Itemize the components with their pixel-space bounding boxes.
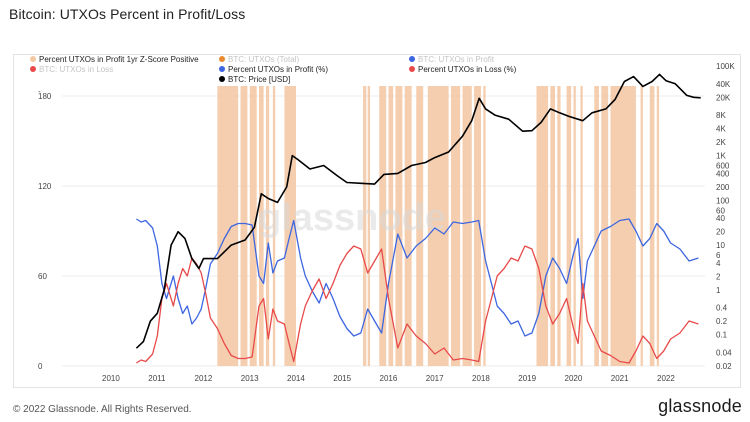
profit-percent-line — [136, 218, 699, 337]
legend-more-indicator: - — [38, 87, 41, 96]
page-title: Bitcoin: UTXOs Percent in Profit/Loss — [9, 6, 246, 22]
right-axis-tick-label: 600 — [716, 162, 730, 171]
right-axis-tick-label: 0.02 — [716, 362, 732, 371]
legend-label: BTC: UTXOs (Total) — [228, 55, 299, 64]
zscore-band — [566, 86, 572, 366]
right-axis-tick-label: 1K — [716, 152, 726, 161]
zscore-band — [474, 86, 481, 366]
zscore-band — [363, 86, 367, 366]
x-axis-tick-label: 2014 — [287, 374, 305, 383]
right-axis-tick-label: 2 — [716, 272, 721, 281]
zscore-band — [580, 86, 583, 366]
right-axis-tick-label: 100K — [716, 62, 735, 71]
right-axis-tick-label: 0.04 — [716, 349, 732, 358]
x-axis-tick-label: 2017 — [426, 374, 444, 383]
x-axis-tick-label: 2012 — [195, 374, 213, 383]
legend-swatch — [30, 56, 36, 62]
x-axis-tick-label: 2019 — [518, 374, 536, 383]
left-axis-tick-label: 120 — [38, 182, 52, 191]
right-axis-tick-label: 4 — [716, 259, 721, 268]
zscore-band — [284, 86, 296, 366]
zscore-band — [483, 86, 486, 366]
zscore-band — [249, 86, 257, 366]
zscore-band — [272, 86, 276, 366]
zscore-band — [462, 86, 472, 366]
legend-swatch — [219, 76, 225, 82]
legend-swatch — [409, 56, 415, 62]
legend-label: Percent UTXOs in Profit (%) — [228, 65, 328, 74]
right-axis-tick-label: 1 — [716, 286, 721, 295]
right-axis-tick-label: 20K — [716, 93, 731, 102]
right-axis-tick-label: 6 — [716, 251, 721, 260]
x-axis-tick-label: 2018 — [472, 374, 490, 383]
zscore-band — [594, 86, 599, 366]
right-axis-tick-label: 400 — [716, 169, 730, 178]
right-axis-tick-label: 0.4 — [716, 304, 728, 313]
legend-label: Percent UTXOs in Loss (%) — [418, 65, 517, 74]
left-axis-tick-label: 180 — [38, 92, 52, 101]
right-axis-tick-label: 10 — [716, 241, 725, 250]
brand-logo-text: glassnode — [658, 396, 742, 416]
right-axis-tick-label: 2K — [716, 138, 726, 147]
right-axis-tick-label: 100 — [716, 196, 730, 205]
right-axis-tick-label: 0.1 — [716, 331, 728, 340]
copyright-footer: © 2022 Glassnode. All Rights Reserved. — [13, 404, 192, 415]
legend-label: BTC: UTXOs in Profit — [418, 55, 495, 64]
left-axis-tick-label: 0 — [38, 362, 43, 371]
zscore-band — [404, 86, 412, 366]
x-axis-tick-label: 2016 — [380, 374, 398, 383]
x-axis-tick-label: 2011 — [148, 374, 166, 383]
zscore-band — [395, 86, 403, 366]
zscore-band — [450, 86, 461, 366]
zscore-band — [640, 86, 643, 366]
right-axis-tick-label: 8K — [716, 111, 726, 120]
zscore-band — [610, 86, 636, 366]
right-axis-tick-label: 60 — [716, 206, 725, 215]
x-axis-tick-label: 2020 — [565, 374, 583, 383]
zscore-band — [240, 86, 248, 366]
zscore-band — [265, 86, 270, 366]
zscore-band — [573, 86, 576, 366]
zscore-band — [550, 86, 555, 366]
legend-swatch — [30, 66, 36, 72]
btc-price-line — [135, 73, 701, 349]
right-axis-tick-label: 20 — [716, 228, 725, 237]
left-axis-tick-label: 60 — [38, 272, 47, 281]
zscore-band — [259, 86, 264, 366]
legend-label: BTC: Price [USD] — [228, 75, 290, 84]
zscore-band — [656, 86, 660, 366]
zscore-band — [557, 86, 561, 366]
legend-label: Percent UTXOs in Profit 1yr Z-Score Posi… — [39, 55, 199, 64]
x-axis-tick-label: 2021 — [611, 374, 629, 383]
zscore-band — [217, 86, 239, 366]
right-axis-tick-label: 40K — [716, 80, 731, 89]
watermark-text: glassnode — [258, 197, 446, 239]
zscore-band — [427, 86, 449, 366]
zscore-band — [601, 86, 609, 366]
legend-label: BTC: UTXOs in Loss — [39, 65, 113, 74]
zscore-band — [388, 86, 394, 366]
zscore-band — [649, 86, 655, 366]
right-axis-tick-label: 40 — [716, 214, 725, 223]
x-axis-tick-label: 2015 — [333, 374, 351, 383]
legend-swatch — [219, 66, 225, 72]
loss-percent-line — [136, 245, 699, 364]
x-axis-tick-label: 2013 — [241, 374, 259, 383]
x-axis-tick-label: 2010 — [102, 374, 120, 383]
legend-swatch — [409, 66, 415, 72]
zscore-band — [536, 86, 549, 366]
zscore-band — [367, 86, 370, 366]
zscore-band — [379, 86, 387, 366]
legend-swatch — [219, 56, 225, 62]
zscore-band — [416, 86, 424, 366]
right-axis-tick-label: 4K — [716, 125, 726, 134]
right-axis-tick-label: 0.2 — [716, 317, 728, 326]
x-axis-tick-label: 2022 — [657, 374, 675, 383]
right-axis-tick-label: 200 — [716, 183, 730, 192]
